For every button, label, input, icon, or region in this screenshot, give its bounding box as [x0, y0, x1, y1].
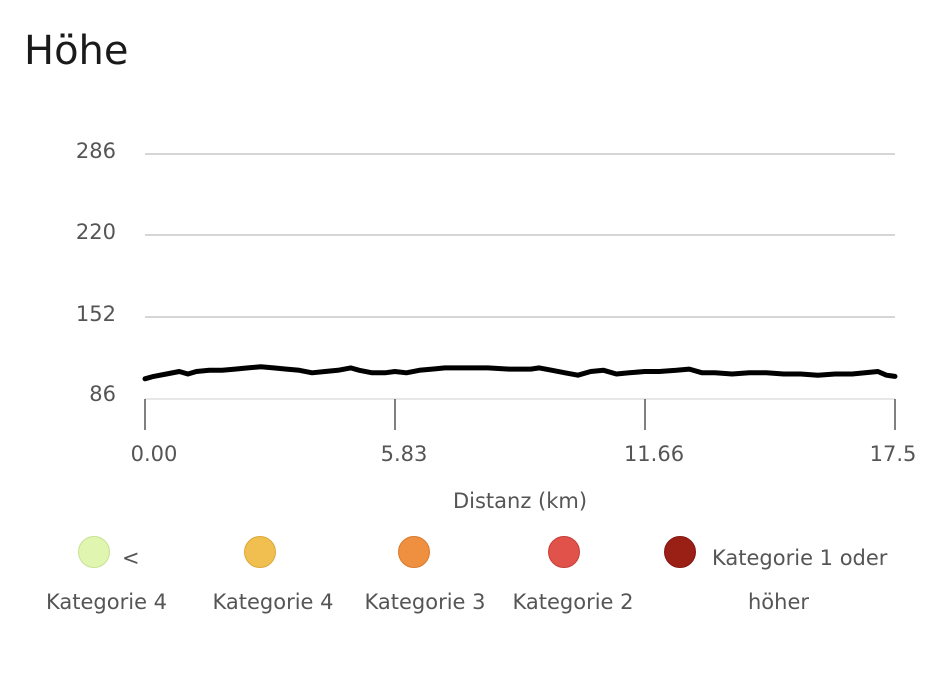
legend-dot [244, 536, 276, 568]
x-tick-label: 5.83 [381, 442, 428, 466]
legend-dot [548, 536, 580, 568]
legend-dot [664, 536, 696, 568]
x-axis-title: Distanz (km) [453, 489, 587, 513]
x-tick-label: 11.66 [624, 442, 684, 466]
legend-label-line2: Kategorie 4 [46, 590, 168, 614]
legend-item-cat4: Kategorie 4 [188, 530, 358, 630]
y-tick-label: 86 [89, 382, 116, 406]
legend-label-line1: < [122, 546, 140, 570]
legend-label-line2: Kategorie 4 [212, 590, 334, 614]
x-tick-label: 17.5 [870, 442, 917, 466]
y-tick-label: 152 [76, 302, 116, 326]
legend-dot [398, 536, 430, 568]
legend-label-line1: Kategorie 1 oder [712, 546, 888, 570]
legend-label-line1 [188, 536, 358, 580]
legend-dot [78, 536, 110, 568]
legend-item-cat3: Kategorie 3 [336, 530, 506, 630]
legend-label: Kategorie 3 [340, 536, 510, 624]
elevation-chart: 86 152 220 286 0.00 5.83 11.66 17.5 Distanz (km) [76, 139, 917, 513]
legend-label: Kategorie 1 oder höher [662, 536, 932, 624]
elevation-line [142, 364, 898, 382]
legend-label-line2: Kategorie 2 [512, 590, 634, 614]
legend-item-cat1: Kategorie 1 oder höher [662, 530, 932, 630]
legend-label: Kategorie 2 [488, 536, 658, 624]
legend-label-line2: Kategorie 3 [364, 590, 486, 614]
legend-item-below-cat4: < Kategorie 4 [30, 530, 200, 630]
legend-label-line1 [488, 536, 658, 580]
legend-label-line1 [340, 536, 510, 580]
legend-label: Kategorie 4 [188, 536, 358, 624]
y-tick-label: 220 [76, 220, 116, 244]
legend-label: < Kategorie 4 [30, 536, 200, 624]
y-tick-label: 286 [76, 139, 116, 163]
page-title: Höhe [24, 28, 129, 74]
x-tick-label: 0.00 [131, 442, 178, 466]
legend: < Kategorie 4 Kategorie 4 Kategorie 3 Ka… [30, 530, 930, 630]
legend-label-line2: höher [748, 590, 810, 614]
legend-item-cat2: Kategorie 2 [488, 530, 658, 630]
